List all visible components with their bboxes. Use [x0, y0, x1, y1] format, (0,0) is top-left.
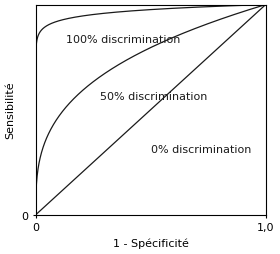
Text: 100% discrimination: 100% discrimination — [66, 35, 180, 45]
Text: 50% discrimination: 50% discrimination — [100, 92, 207, 102]
Text: 0% discrimination: 0% discrimination — [151, 144, 251, 154]
X-axis label: 1 - Spécificité: 1 - Spécificité — [113, 238, 189, 248]
Y-axis label: Sensibilité: Sensibilité — [6, 82, 16, 139]
